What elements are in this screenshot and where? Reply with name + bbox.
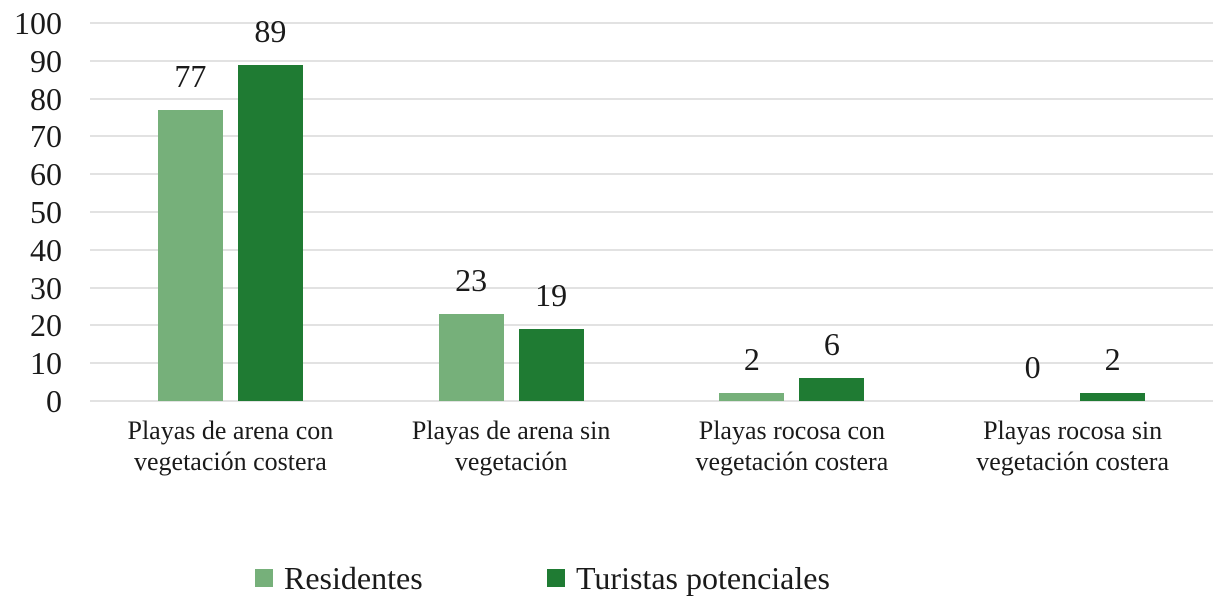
legend-swatch-turistas [547, 569, 565, 587]
bar-residentes-cat3 [719, 393, 785, 401]
bar-turistas-potenciales-cat4 [1080, 393, 1146, 401]
y-tick-label-90: 90 [30, 42, 62, 79]
y-tick-label-40: 40 [30, 231, 62, 268]
value-label-turistas-potenciales-cat2: 19 [535, 277, 568, 314]
value-label-residentes-cat2: 23 [455, 262, 488, 299]
y-tick-label-50: 50 [30, 194, 62, 230]
gridline-60 [90, 173, 1213, 176]
category-label-1: Playas de arena con vegetación costera [127, 416, 334, 476]
legend: Residentes Turistas potenciales [0, 560, 1232, 600]
value-label-residentes-cat4: 0 [1024, 349, 1041, 385]
bar-residentes-cat2 [438, 314, 504, 401]
y-tick-label-10: 10 [30, 345, 62, 382]
y-tick-label-30: 30 [30, 269, 62, 306]
y-tick-label-60: 60 [30, 156, 62, 193]
value-label-turistas-potenciales-cat3: 6 [823, 326, 840, 363]
gridline-30 [90, 286, 1213, 289]
gridline-50 [90, 211, 1213, 213]
gridline-20 [90, 324, 1213, 327]
bar-residentes-cat1 [157, 109, 223, 401]
category-label-2: Playas de arena sin vegetación [411, 416, 611, 476]
legend-label-turistas: Turistas potenciales [576, 560, 830, 596]
gridline-0 [90, 400, 1213, 402]
y-tick-label-0: 0 [46, 383, 62, 419]
category-label-3: Playas rocosa con vegetación costera [695, 416, 889, 476]
gridline-90 [90, 59, 1213, 62]
value-label-residentes-cat1: 77 [174, 57, 207, 94]
y-tick-label-100: 100 [14, 5, 62, 41]
gridline-10 [90, 362, 1213, 365]
y-tick-label-20: 20 [30, 307, 62, 344]
bar-turistas-potenciales-cat2 [518, 329, 584, 401]
y-tick-label-70: 70 [30, 118, 62, 155]
gridline-70 [90, 135, 1213, 138]
legend-label-residentes: Residentes [284, 560, 423, 596]
legend-item-turistas: Turistas potenciales [547, 560, 830, 596]
value-label-turistas-potenciales-cat4: 2 [1104, 341, 1121, 378]
bar-turistas-potenciales-cat1 [237, 64, 303, 401]
gridline-80 [90, 97, 1213, 100]
gridline-100 [90, 22, 1213, 24]
legend-item-residentes: Residentes [255, 560, 423, 596]
y-tick-label-80: 80 [30, 80, 62, 117]
gridline-40 [90, 248, 1213, 251]
value-label-residentes-cat3: 2 [743, 341, 760, 378]
value-label-turistas-potenciales-cat1: 89 [254, 12, 287, 49]
category-label-4: Playas rocosa sin vegetación costera [976, 416, 1169, 476]
bar-turistas-potenciales-cat3 [799, 378, 865, 401]
legend-swatch-residentes [255, 569, 273, 587]
